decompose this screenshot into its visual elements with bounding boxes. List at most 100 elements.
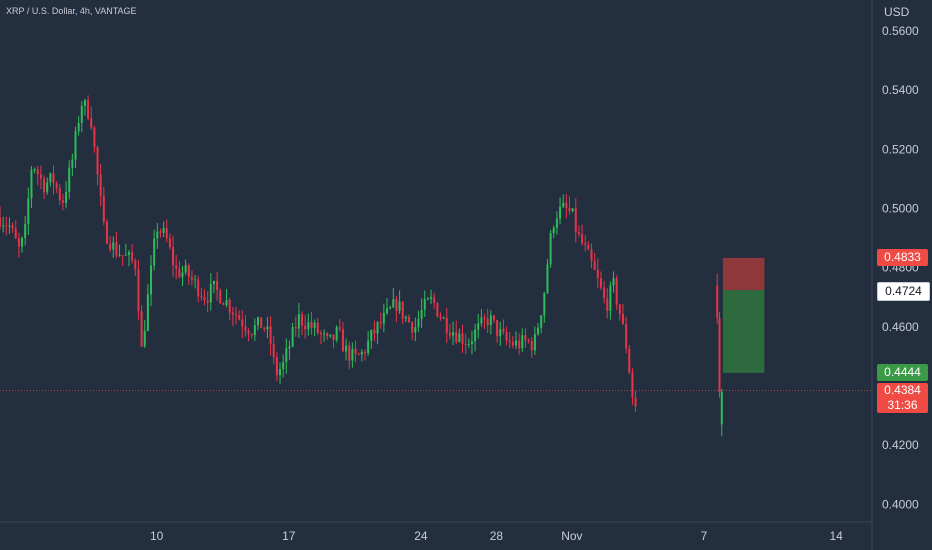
candle-50 <box>156 231 159 239</box>
candle-63 <box>197 279 200 297</box>
take-profit-zone[interactable] <box>722 290 765 373</box>
candle-168 <box>527 340 530 342</box>
time-tick-6: 14 <box>829 529 843 543</box>
candle-4 <box>11 225 14 229</box>
candle-99 <box>310 321 313 328</box>
price-tick-6: 0.4200 <box>882 438 919 452</box>
position-zone <box>722 257 765 373</box>
candle-130 <box>408 317 411 323</box>
candle-159 <box>499 329 502 337</box>
candle-181 <box>568 207 571 212</box>
candle-120 <box>376 322 379 334</box>
candle-110 <box>345 345 348 352</box>
candle-167 <box>524 335 527 341</box>
candle-118 <box>370 329 373 341</box>
candle-95 <box>297 314 300 329</box>
candle-105 <box>329 334 332 337</box>
candle-58 <box>181 272 184 277</box>
candle-108 <box>338 327 341 330</box>
candle-107 <box>335 327 338 340</box>
price-tick-0: 0.5600 <box>882 24 919 38</box>
candle-48 <box>150 265 153 295</box>
candle-80 <box>250 334 253 336</box>
candle-148 <box>464 343 467 345</box>
candle-152 <box>477 323 480 330</box>
price-tick-3: 0.5000 <box>882 202 919 216</box>
candle-141 <box>442 317 445 319</box>
candle-78 <box>244 326 247 331</box>
time-axis: 10 17 24 28 Nov 7 14 <box>150 529 843 543</box>
candle-182 <box>571 208 574 212</box>
candle-56 <box>175 265 178 269</box>
candle-35 <box>109 243 112 250</box>
candle-174 <box>546 264 549 293</box>
candle-166 <box>521 335 524 349</box>
candle-92 <box>288 346 291 349</box>
candle-54 <box>168 238 171 248</box>
candle-128 <box>401 301 404 319</box>
candle-81 <box>253 325 256 336</box>
candle-64 <box>200 296 203 298</box>
stop-price-tag: 0.4833 <box>877 249 928 267</box>
candle-170 <box>533 334 536 351</box>
candle-164 <box>515 340 518 346</box>
candle-102 <box>319 332 322 334</box>
candle-196 <box>615 278 618 305</box>
candle-204 <box>718 317 721 392</box>
candle-123 <box>386 308 389 313</box>
candle-25 <box>77 122 80 132</box>
candle-66 <box>206 300 209 303</box>
candle-14 <box>43 178 46 193</box>
candle-69 <box>216 280 219 291</box>
time-tick-5: 7 <box>701 529 708 543</box>
candle-70 <box>219 290 222 304</box>
stop-loss-zone[interactable] <box>722 257 765 291</box>
candle-21 <box>65 191 68 203</box>
candle-163 <box>511 341 514 346</box>
candle-175 <box>549 233 552 265</box>
candle-34 <box>105 222 108 244</box>
candle-60 <box>187 265 190 277</box>
candle-143 <box>448 332 451 336</box>
candle-76 <box>238 315 241 320</box>
price-tick-2: 0.5200 <box>882 142 919 156</box>
candle-119 <box>373 329 376 334</box>
candle-0 <box>0 217 1 227</box>
candle-172 <box>540 315 543 328</box>
candle-153 <box>480 317 483 324</box>
candle-134 <box>420 309 423 320</box>
candle-180 <box>565 202 568 208</box>
candle-77 <box>241 319 244 327</box>
candle-40 <box>124 254 127 256</box>
candle-146 <box>458 333 461 343</box>
candle-8 <box>24 224 27 238</box>
candle-149 <box>467 343 470 345</box>
candle-91 <box>285 348 288 363</box>
candle-39 <box>121 255 124 257</box>
candle-178 <box>559 206 562 219</box>
candle-9 <box>27 198 30 225</box>
candle-135 <box>423 299 426 310</box>
candle-103 <box>323 333 326 335</box>
candle-90 <box>282 362 285 369</box>
candle-165 <box>518 340 521 349</box>
candle-45 <box>140 311 143 347</box>
candle-93 <box>291 327 294 347</box>
candle-154 <box>483 317 486 319</box>
candle-87 <box>272 344 275 358</box>
candle-38 <box>118 255 121 257</box>
candle-189 <box>593 260 596 270</box>
candle-138 <box>433 297 436 304</box>
candle-115 <box>360 351 363 355</box>
candle-145 <box>455 332 458 343</box>
time-tick-2: 24 <box>414 529 428 543</box>
candle-127 <box>398 301 401 311</box>
last-price-tag: 0.4384 31:36 <box>877 382 928 413</box>
candle-157 <box>492 315 495 321</box>
candle-52 <box>162 228 165 233</box>
candle-161 <box>505 332 508 341</box>
entry-price-tag: 0.4724 <box>877 281 930 301</box>
candle-176 <box>552 227 555 234</box>
candle-49 <box>153 238 156 266</box>
